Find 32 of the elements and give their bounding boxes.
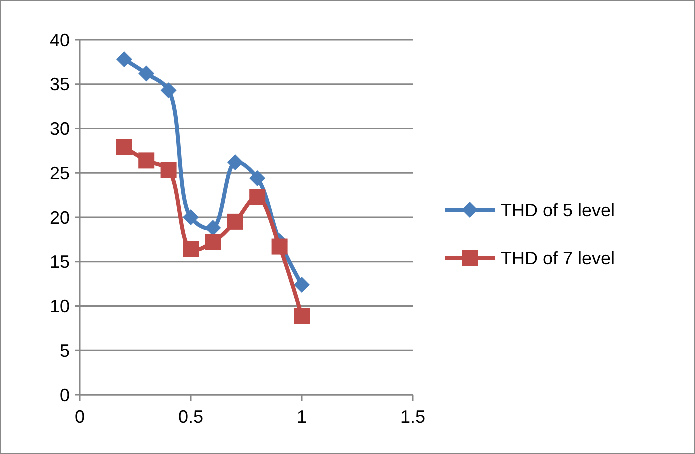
point: [250, 189, 266, 206]
point: [183, 241, 199, 258]
y-tick-label: 30: [50, 119, 70, 140]
legend-label: THD of 7 level: [501, 248, 616, 268]
x-tick-label: 1.5: [400, 407, 426, 427]
point: [138, 66, 155, 82]
y-tick-label: 0: [60, 385, 70, 406]
point: [205, 234, 222, 250]
point: [272, 238, 288, 255]
x-tick-label: 0: [74, 407, 86, 427]
point: [294, 276, 310, 293]
point: [205, 220, 222, 236]
point: [227, 214, 244, 230]
point: [116, 52, 132, 68]
point: [116, 139, 132, 156]
y-tick-label: 40: [50, 30, 70, 50]
point: [183, 210, 199, 226]
point: [160, 82, 177, 99]
y-tick-label: 25: [50, 163, 70, 184]
point: [227, 154, 244, 170]
y-tick-label: 20: [50, 208, 70, 228]
legend-label: THD of 5 level: [501, 200, 616, 220]
point: [138, 152, 155, 169]
x-tick-label: 0.5: [178, 407, 204, 427]
y-tick-label: 10: [50, 296, 70, 317]
y-tick-label: 15: [50, 252, 70, 272]
point: [250, 170, 266, 186]
point: [294, 308, 310, 324]
point: [160, 162, 177, 178]
y-tick-label: 5: [60, 340, 70, 361]
y-tick-label: 35: [50, 74, 70, 95]
x-tick-label: 1: [296, 407, 308, 427]
